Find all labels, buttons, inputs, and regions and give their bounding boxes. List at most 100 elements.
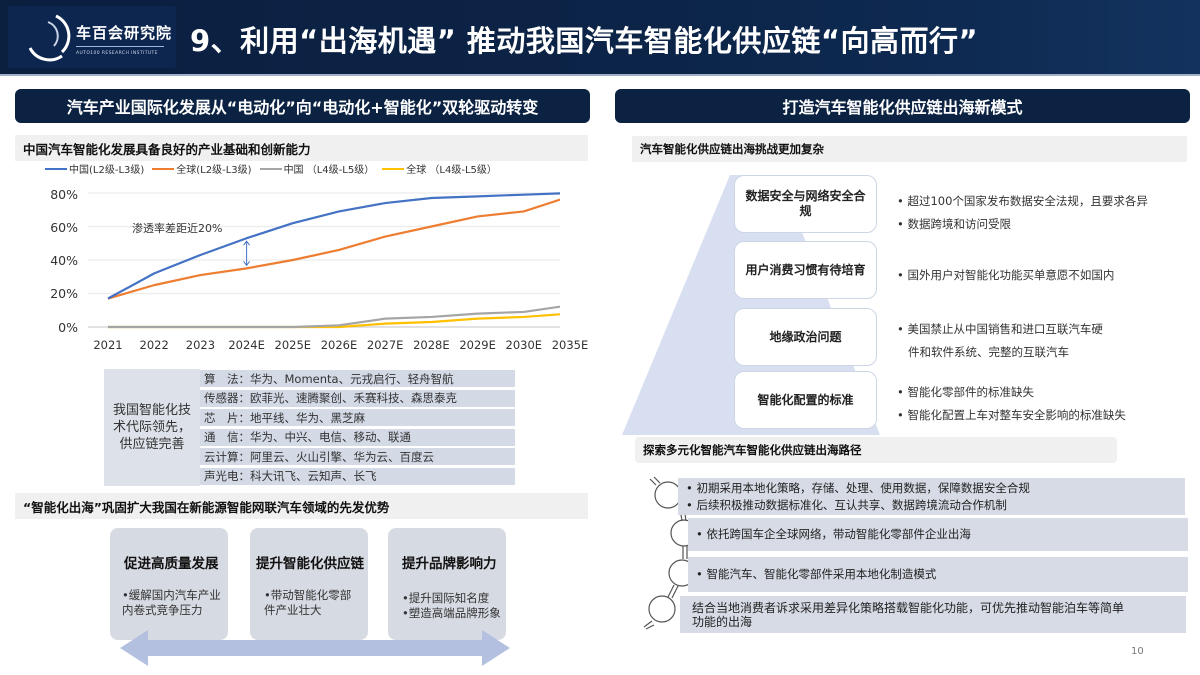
legend-label: 全球(L2级-L3级) [176,165,252,176]
line-chart [88,192,560,329]
tech-row: 云计算：阿里云、火山引擎、华为云、百度云 [200,448,515,465]
card-line: 件产业壮大 [264,603,322,617]
legend-swatch [152,167,175,170]
y-tick: 40% [50,253,78,268]
card-supply-chain [250,528,368,640]
x-tick: 2021 [93,338,123,352]
path-line: 功能的出海 [692,614,753,629]
logo-divider [76,46,164,47]
path-line: • 依托跨国车企全球网络，带动智能化零部件企业出海 [696,527,971,541]
tech-summary: 我国智能化技术代际领先，供应链完善 [104,369,200,486]
legend-item: 全球(L2级-L3级) [152,161,252,176]
path-row: • 初期采用本地化策略，存储、处理、使用数据，保障数据安全合规 • 后续积极推动… [678,478,1185,515]
chart-section-title: 中国汽车智能化发展具备良好的产业基础和创新能力 [15,135,588,161]
logo: 车百会研究院 AUTO100 RESEARCH INSTITUTE [8,6,176,68]
tech-row-label: 通 信 [204,430,239,444]
tech-row-value: 阿里云、火山引擎、华为云、百度云 [250,449,434,464]
right-panel-title: 打造汽车智能化供应链出海新模式 [615,89,1190,123]
card-body: •提升国际知名度 •塑造高端品牌形象 [402,591,501,621]
y-tick: 60% [50,220,78,235]
x-tick: 2023 [185,338,216,352]
x-tick: 2024E [228,338,265,352]
page-number: 10 [1131,646,1144,657]
card-line: •提升国际知名度 [402,591,490,605]
arrow-head-icon [243,240,251,246]
x-tick: 2022 [139,338,169,352]
card-title: 促进高质量发展 [124,556,219,572]
left-panel-title: 汽车产业国际化发展从“电动化”向“电动化+智能化”双轮驱动转变 [15,89,590,123]
challenge-geopolitics: 地缘政治问题 [734,308,877,366]
separator: ： [238,469,251,483]
legend-swatch [382,167,405,170]
arrow-head-icon [243,261,251,267]
tech-row: 声光电：科大讯飞、云知声、长飞 [200,467,515,485]
x-tick: 2029E [459,338,496,352]
series-line [107,192,560,300]
x-tick: 2025E [274,338,312,352]
legend-label: 全球 （L4级-L5级） [406,165,497,176]
card-brand [388,528,506,640]
series-line [108,305,560,329]
separator: ： [238,391,251,405]
card-title: 提升智能化供应链 [256,556,364,572]
tech-row-value: 地平线、华为、黑芝麻 [250,410,365,425]
pyramid-shape [622,175,880,435]
series-line [107,198,560,300]
path-line: • 初期采用本地化策略，存储、处理、使用数据，保障数据安全合规 [686,480,1030,495]
tech-row-label: 算 法 [204,371,239,386]
card-line: •缓解国内汽车产业 [122,588,221,602]
double-arrow-icon [120,630,510,666]
tech-row-value: 科大讯飞、云知声、长飞 [250,469,377,483]
tech-row-label: 云计算 [204,449,239,464]
legend-swatch [45,167,67,170]
tech-row-value: 欧菲光、速腾聚创、禾赛科技、森思泰克 [250,391,457,405]
separator: ： [238,449,251,464]
challenge-standards: 智能化配置的标准 [734,371,877,429]
legend-item: 中国 （L4级-L5级） [259,161,375,176]
challenge-bullet: • 智能化配置上车对整车安全影响的标准缺失 [897,408,1126,422]
chart-legend: 中国(L2级-L3级) 全球(L2级-L3级) 中国 （L4级-L5级） 全球 … [45,161,497,176]
path-row: • 智能汽车、智能化零部件采用本地化制造模式 [688,557,1188,592]
tech-row-label: 芯 片 [204,410,239,425]
x-tick: 2030E [505,338,543,352]
x-tick: 2028E [413,338,450,352]
legend-label: 中国 （L4级-L5级） [283,165,375,176]
x-tick: 2035E [551,338,589,352]
challenge-section-title: 汽车智能化供应链出海挑战更加复杂 [632,136,1187,162]
path-section-title: 探索多元化智能汽车智能化供应链出海路径 [635,437,1117,463]
y-tick: 20% [50,286,78,301]
tech-row-label: 传感器 [204,391,239,405]
challenge-bullet: • 超过100个国家发布数据安全法规，且要求各异 [897,194,1148,208]
separator: ： [238,410,251,425]
advantage-section-title: “智能化出海”巩固扩大我国在新能源智能网联汽车领域的先发优势 [15,493,588,519]
path-line: • 智能汽车、智能化零部件采用本地化制造模式 [696,567,937,581]
path-line: • 后续积极推动数据标准化、互认共享、数据跨境流动合作机制 [686,497,1007,512]
card-body: •带动智能化零部 件产业壮大 [264,588,351,618]
challenge-data-security: 数据安全与网络安全合规 [734,175,877,233]
separator: ： [238,430,251,444]
challenge-bullet: 件和软件系统、完整的互联汽车 [897,345,1069,359]
legend-item: 中国(L2级-L3级) [45,161,144,176]
legend-swatch [259,167,282,170]
challenge-bullet: • 数据跨境和访问受限 [897,217,1011,231]
card-body: •缓解国内汽车产业 内卷式竞争压力 [122,588,221,618]
logo-cn: 车百会研究院 [76,24,173,42]
tech-row-value: 华为、Momenta、元戎启行、轻舟智航 [250,371,454,386]
x-tick: 2026E [320,338,358,352]
path-row: 结合当地消费者诉求采用差异化策略搭载智能化功能，可优先推动智能泊车等简单 功能的… [680,596,1186,633]
y-tick: 80% [50,187,78,202]
tech-row: 通 信：华为、中兴、电信、移动、联通 [200,428,515,446]
legend-label: 中国(L2级-L3级) [69,165,145,176]
chart-annotation: 渗透率差距近20% [132,222,223,235]
header-bar: 车百会研究院 AUTO100 RESEARCH INSTITUTE 9、利用“出… [0,0,1200,76]
card-quality [110,528,228,640]
card-title: 提升品牌影响力 [402,556,497,572]
card-line: •带动智能化零部 [264,588,352,602]
path-row: • 依托跨国车企全球网络，带动智能化零部件企业出海 [688,518,1188,551]
challenge-user-habits: 用户消费习惯有待培育 [734,241,877,299]
x-tick: 2027E [366,338,404,352]
page-title: 9、利用“出海机遇” 推动我国汽车智能化供应链“向高而行” [190,24,979,58]
logo-arc-icon [28,14,71,62]
legend-item: 全球 （L4级-L5级） [382,161,497,176]
card-line: •塑造高端品牌形象 [402,606,501,620]
